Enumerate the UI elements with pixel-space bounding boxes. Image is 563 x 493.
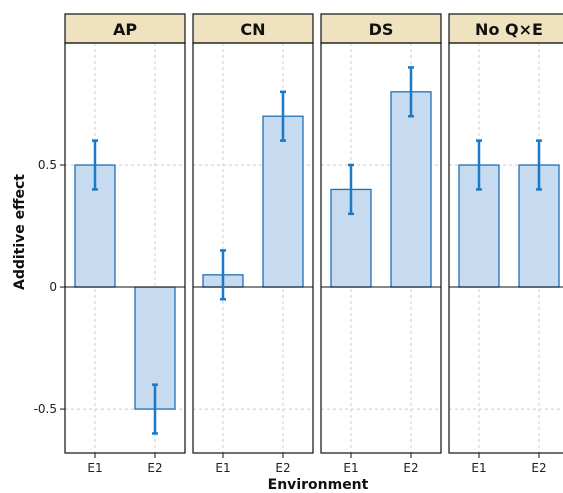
x-tick-label: E1 — [87, 461, 102, 475]
panel-2: CN E1 E2 — [192, 13, 314, 475]
panel-frame — [448, 42, 563, 454]
y-tick-label: 0 — [49, 280, 57, 294]
x-axis-title: Environment — [268, 477, 369, 493]
y-tick-label: 0.5 — [38, 158, 57, 172]
panel-frame — [64, 42, 186, 454]
panel-strip — [64, 13, 186, 44]
x-tick-label: E2 — [147, 461, 162, 475]
panel-frame — [192, 42, 314, 454]
error-bar — [348, 163, 354, 216]
x-tick-label: E1 — [471, 461, 486, 475]
x-tick-label: E1 — [215, 461, 230, 475]
y-axis-title: Additive effect — [12, 174, 28, 290]
x-tick-label: E2 — [403, 461, 418, 475]
y-axis: -0.5 0 0.5 — [34, 158, 65, 416]
bar — [262, 115, 304, 288]
error-bar — [220, 249, 226, 301]
error-bar — [536, 139, 542, 191]
x-tick-label: E1 — [343, 461, 358, 475]
panel-frame — [320, 42, 442, 454]
panel-strip — [192, 13, 314, 44]
error-bar — [92, 139, 98, 191]
x-tick-label: E2 — [275, 461, 290, 475]
panel-4: No Q×E E1 E2 — [448, 13, 563, 475]
error-bar — [152, 383, 158, 435]
x-tick-label: E2 — [531, 461, 546, 475]
panel-3: DS E1 E2 — [320, 13, 442, 475]
panel-title: CN — [240, 20, 265, 39]
error-bar — [408, 66, 414, 118]
error-bar — [476, 139, 482, 191]
panel-title: AP — [113, 20, 137, 39]
panel-title: No Q×E — [475, 20, 543, 39]
y-tick-label: -0.5 — [34, 402, 57, 416]
bar — [390, 91, 432, 288]
panel-1: AP E1 E2 — [64, 13, 186, 475]
panel-strip — [448, 13, 563, 44]
error-bar — [280, 90, 286, 142]
panels: AP E1 E2 CN E1 E2 DS E1 E2 No Q×E E1 E2 — [64, 13, 563, 475]
panel-title: DS — [369, 20, 394, 39]
